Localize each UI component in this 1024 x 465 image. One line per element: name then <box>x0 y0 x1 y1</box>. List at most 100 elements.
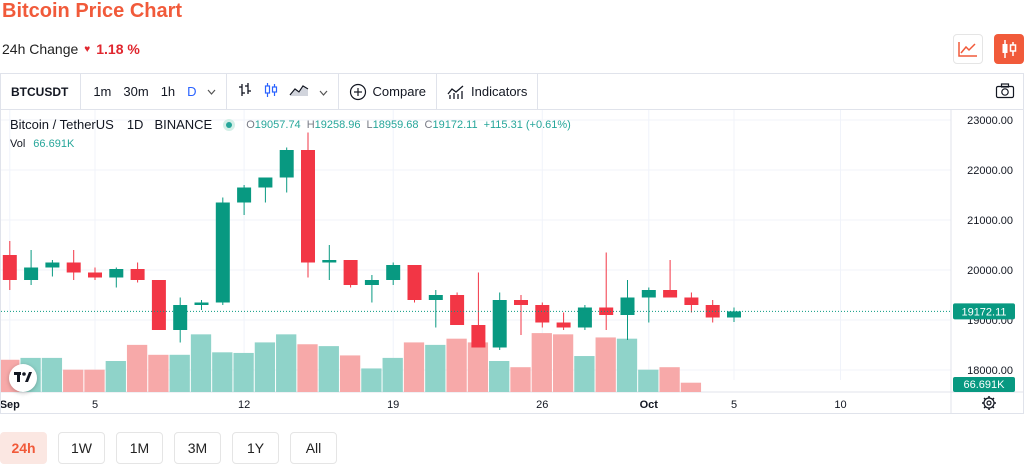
open-value: 19057.74 <box>254 118 301 131</box>
chart-widget[interactable]: BTCUSDT 1m 30m 1h D <box>0 73 1024 414</box>
candle-body <box>407 265 422 300</box>
volume-bar <box>489 361 510 392</box>
candle-body <box>727 311 741 318</box>
range-1w-button[interactable]: 1W <box>58 432 105 464</box>
volume-bar <box>339 355 361 392</box>
x-tick-label: Sep <box>1 399 20 411</box>
x-tick-label: 5 <box>92 399 98 411</box>
indicators-button[interactable]: Indicators <box>437 73 539 110</box>
interval-chevron-down-icon[interactable] <box>203 87 220 97</box>
volume-bar <box>318 346 339 392</box>
candle-body <box>45 262 60 268</box>
high-key: H <box>306 118 315 131</box>
candle-body <box>492 300 507 348</box>
volume-bar <box>276 334 297 392</box>
legend-symbol: Bitcoin / TetherUS <box>10 117 114 132</box>
interval-1h[interactable]: 1h <box>160 84 176 99</box>
volume-bar <box>297 344 318 392</box>
camera-icon[interactable] <box>995 83 1015 102</box>
candle-body <box>684 297 699 305</box>
bars-icon[interactable] <box>237 82 253 101</box>
range-3m-button[interactable]: 3M <box>174 432 221 464</box>
line-chart-icon <box>958 42 977 57</box>
range-1m-button[interactable]: 1M <box>116 432 163 464</box>
volume-bar <box>425 344 446 392</box>
candlestick-chart-button[interactable] <box>994 34 1024 64</box>
tradingview-logo[interactable] <box>9 364 37 392</box>
price-plot[interactable]: 23000.0022000.0021000.0020000.0019000.00… <box>1 110 1023 414</box>
candle-body <box>364 280 379 285</box>
down-heart-icon: ♥ <box>84 43 91 55</box>
candle-body <box>599 307 614 315</box>
range-all-button[interactable]: All <box>290 432 337 464</box>
symbol-selector[interactable]: BTCUSDT <box>1 73 82 110</box>
volume-bar <box>680 382 702 392</box>
volume-bar <box>616 338 638 392</box>
candle-body <box>24 267 39 280</box>
x-tick-label: 5 <box>731 399 737 411</box>
candle-body <box>130 269 145 280</box>
volume-bar <box>552 334 574 392</box>
area-icon[interactable] <box>289 83 309 100</box>
candle-body <box>535 305 550 323</box>
change-value-legend: +115.31 (+0.61%) <box>483 118 571 131</box>
chart-toolbar: BTCUSDT 1m 30m 1h D <box>1 73 1023 110</box>
candle-body <box>215 202 230 303</box>
interval-selector: 1m 30m 1h D <box>81 73 227 110</box>
settings-gear-icon[interactable] <box>982 396 996 410</box>
candle-body <box>279 150 294 178</box>
range-1y-button[interactable]: 1Y <box>232 432 279 464</box>
compare-label: Compare <box>372 84 427 99</box>
x-tick-label: 10 <box>834 399 846 411</box>
volume-bar <box>254 342 276 392</box>
candle-body <box>301 150 315 263</box>
volume-bar <box>382 357 403 392</box>
volume-bar <box>84 369 105 392</box>
y-tick-label: 20000.00 <box>967 265 1013 277</box>
volume-badge-label: 66.691K <box>964 379 1006 391</box>
compare-button[interactable]: Compare <box>339 73 438 110</box>
range-selector: 24h 1W 1M 3M 1Y All <box>0 432 337 464</box>
x-tick-label: 12 <box>238 399 250 411</box>
candle-body <box>428 295 443 300</box>
interval-1m[interactable]: 1m <box>93 84 112 99</box>
interval-30m[interactable]: 30m <box>123 84 149 99</box>
volume-bar <box>403 342 425 392</box>
candle-body <box>663 290 678 298</box>
candle-body <box>88 272 102 278</box>
legend-interval: 1D <box>126 117 144 132</box>
candle-body <box>173 305 188 330</box>
candles-icon[interactable] <box>263 82 279 101</box>
candlestick-icon <box>1002 40 1017 58</box>
volume-bar <box>41 357 63 392</box>
legend-exchange: BINANCE <box>154 117 213 132</box>
candle-body <box>450 295 465 325</box>
last-price-label: 19172.11 <box>961 306 1006 318</box>
volume-value: 66.691K <box>33 138 75 150</box>
volume-label: Vol <box>10 138 26 150</box>
candle-body <box>2 255 17 280</box>
candle-body <box>620 297 635 315</box>
line-chart-button[interactable] <box>953 34 983 64</box>
volume-bar <box>63 369 84 392</box>
interval-d[interactable]: D <box>187 84 197 99</box>
volume-badge <box>953 377 1015 392</box>
range-24h-button[interactable]: 24h <box>0 432 47 464</box>
volume-bar <box>510 367 531 392</box>
change-value: 1.18 % <box>96 41 140 57</box>
chart-type-chevron-down-icon[interactable] <box>319 84 328 99</box>
volume-bar <box>169 354 190 392</box>
x-tick-label: 26 <box>536 399 548 411</box>
candle-body <box>386 265 401 280</box>
candle-body <box>471 325 486 348</box>
volume-bar <box>126 344 148 392</box>
candle-body <box>641 290 656 298</box>
x-tick-label: 19 <box>387 399 399 411</box>
volume-bar <box>531 333 552 392</box>
close-key: C <box>424 118 433 131</box>
candle-body <box>577 307 592 328</box>
candle-body <box>237 187 252 203</box>
volume-bar <box>659 367 680 392</box>
volume-bar <box>574 356 595 392</box>
page-title: Bitcoin Price Chart <box>2 0 183 22</box>
